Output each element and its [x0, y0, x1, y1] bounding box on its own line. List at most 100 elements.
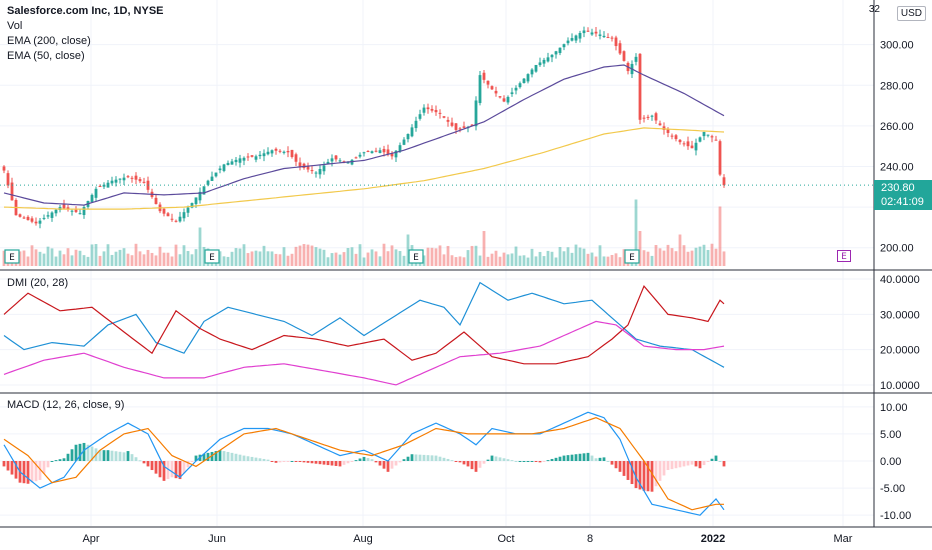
volume-bar [82, 255, 86, 266]
candle-body [38, 220, 42, 224]
volume-bar [218, 251, 222, 266]
candle-body [50, 212, 54, 218]
candle-body [394, 150, 398, 158]
volume-bar [118, 249, 122, 266]
macd-histogram-bar [610, 461, 614, 465]
macd-histogram-bar [462, 461, 466, 465]
macd-histogram-bar [226, 451, 230, 461]
volume-bar [674, 251, 678, 266]
macd-histogram-bar [154, 461, 158, 474]
volume-bar [66, 248, 70, 266]
candle-body [458, 128, 462, 130]
volume-bar [506, 254, 510, 266]
macd-histogram-bar [502, 458, 506, 461]
volume-bar [618, 257, 622, 266]
candle-body [674, 135, 678, 140]
macd-histogram-bar [70, 449, 74, 461]
macd-histogram-bar [570, 454, 574, 461]
macd-histogram-bar [374, 461, 378, 463]
earnings-marker: E [4, 249, 20, 264]
candle-body [634, 56, 638, 62]
volume-bar [334, 252, 338, 266]
volume-bar [98, 255, 102, 266]
volume-bar [450, 255, 454, 266]
candle-body [318, 169, 322, 175]
candle-body [554, 51, 558, 55]
candle-body [622, 51, 626, 61]
macd-histogram-bar [490, 455, 494, 461]
candle-body [210, 176, 214, 181]
macd-tick-label: -5.00 [880, 483, 905, 495]
macd-histogram-bar [410, 454, 414, 461]
candle-body [334, 155, 338, 160]
candle-body [46, 215, 50, 217]
macd-histogram-bar [110, 450, 114, 461]
candle-body [658, 123, 662, 126]
candle-body [422, 107, 426, 113]
macd-histogram-bar [558, 456, 562, 461]
macd-histogram-bar [630, 461, 634, 485]
future-earnings-marker[interactable]: E [837, 250, 851, 262]
candle-body [478, 75, 482, 104]
macd-histogram-bar [418, 454, 422, 461]
volume-bar [530, 248, 534, 266]
candle-body [474, 100, 478, 127]
bar-countdown: 02:41:09 [881, 196, 924, 208]
volume-bar [286, 255, 290, 266]
candle-body [618, 43, 622, 54]
macd-histogram-bar [298, 461, 302, 462]
macd-histogram-bar [378, 461, 382, 466]
macd-histogram-bar [78, 443, 82, 461]
candle-body [694, 142, 698, 151]
dmi-tick-label: 20.0000 [880, 345, 920, 357]
macd-histogram-bar [26, 461, 30, 484]
volume-bar [478, 255, 482, 266]
macd-histogram-bar [654, 461, 658, 487]
candle-body [462, 126, 466, 128]
macd-histogram-bar [270, 461, 274, 462]
candle-body [214, 172, 218, 177]
macd-histogram-bar [314, 461, 318, 464]
candle-body [654, 113, 658, 121]
candle-body [682, 143, 686, 145]
candle-body [430, 108, 434, 111]
volume-bar [166, 252, 170, 266]
candle-body [126, 176, 130, 178]
volume-bar [594, 256, 598, 266]
macd-histogram-bar [22, 461, 26, 484]
candle-body [314, 172, 318, 174]
candle-body [238, 158, 242, 163]
volume-bar [386, 251, 390, 266]
candle-body [714, 139, 718, 141]
macd-histogram-bar [550, 458, 554, 461]
volume-bar [142, 254, 146, 266]
candle-body [174, 220, 178, 222]
volume-bar [550, 251, 554, 266]
macd-histogram-bar [666, 461, 670, 471]
macd-histogram-bar [454, 461, 458, 462]
macd-histogram-bar [274, 461, 278, 463]
time-tick-label: Apr [82, 533, 99, 545]
volume-bar [170, 256, 174, 266]
candle-body [190, 203, 194, 208]
volume-bar [162, 252, 166, 266]
currency-button[interactable]: USD [896, 6, 926, 21]
signal-line [3, 417, 724, 511]
volume-bar [174, 244, 178, 266]
macd-histogram-bar [514, 461, 518, 462]
symbol-title: Salesforce.com Inc, 1D, NYSE [7, 5, 164, 17]
macd-histogram-bar [414, 454, 418, 461]
candle-body [414, 120, 418, 129]
candle-body [690, 145, 694, 149]
macd-histogram-bar [54, 460, 58, 462]
candle-body [354, 157, 358, 159]
candle-body [526, 74, 530, 82]
macd-histogram-bar [150, 461, 154, 471]
macd-histogram-bar [470, 461, 474, 470]
volume-bar [182, 245, 186, 266]
dmi-minus-line [3, 284, 725, 365]
candle-body [426, 107, 430, 110]
candle-body [290, 149, 294, 158]
volume-bar [526, 257, 530, 266]
